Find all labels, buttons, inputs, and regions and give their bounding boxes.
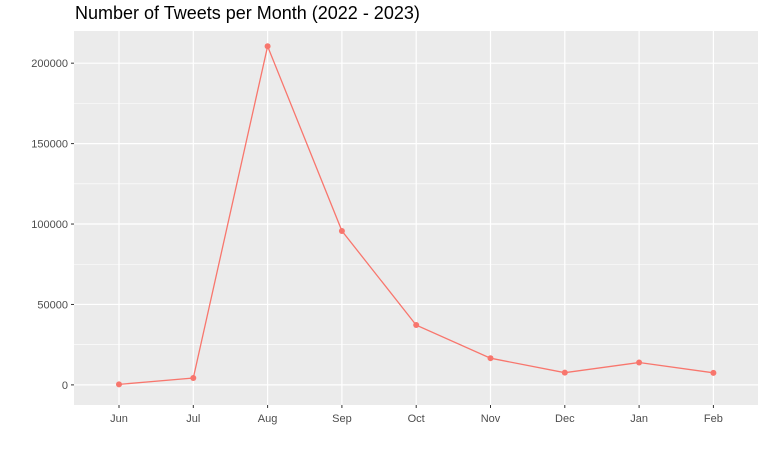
y-tick-label: 0 bbox=[62, 380, 68, 392]
x-tick-label: Sep bbox=[332, 413, 352, 425]
data-point bbox=[636, 359, 643, 366]
data-point bbox=[264, 43, 271, 50]
x-tick-label: Dec bbox=[555, 413, 575, 425]
data-point bbox=[710, 369, 717, 376]
y-tick-label: 50000 bbox=[37, 299, 68, 311]
y-tick-label: 150000 bbox=[31, 139, 68, 151]
x-tick-label: Aug bbox=[258, 413, 278, 425]
data-point bbox=[561, 369, 568, 376]
data-point bbox=[190, 374, 197, 381]
chart-title: Number of Tweets per Month (2022 - 2023) bbox=[75, 3, 420, 23]
x-tick-label: Jan bbox=[630, 413, 648, 425]
x-tick-label: Feb bbox=[704, 413, 723, 425]
y-tick-label: 200000 bbox=[31, 58, 68, 70]
x-tick-label: Oct bbox=[408, 413, 425, 425]
x-tick-label: Nov bbox=[481, 413, 501, 425]
data-point bbox=[487, 355, 494, 362]
y-tick-label: 100000 bbox=[31, 219, 68, 231]
x-tick-label: Jun bbox=[110, 413, 128, 425]
data-point bbox=[116, 381, 122, 388]
x-tick-label: Jul bbox=[186, 413, 200, 425]
data-point bbox=[338, 227, 345, 234]
data-point bbox=[413, 322, 420, 329]
